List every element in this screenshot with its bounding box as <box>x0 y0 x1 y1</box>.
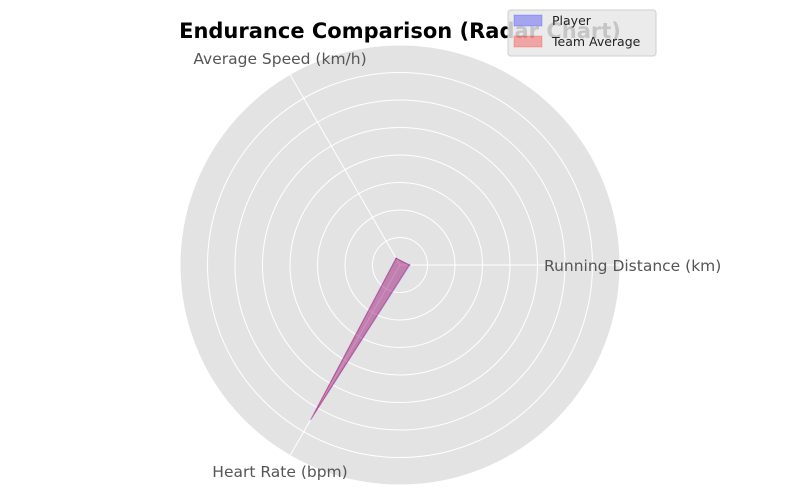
data-point-team-average-1 <box>395 257 398 260</box>
series-area-player <box>310 257 411 420</box>
axis-label-heart-rate: Heart Rate (bpm) <box>212 463 347 481</box>
legend: Player Team Average <box>507 9 657 57</box>
axis-label-running-distance: Running Distance (km) <box>544 257 721 275</box>
axis-label-average-speed: Average Speed (km/h) <box>193 50 366 68</box>
legend-label-team-average: Team Average <box>551 34 641 49</box>
axis-line-2 <box>289 264 401 456</box>
legend-swatch-player <box>513 14 543 27</box>
data-point-team-average-2 <box>311 416 313 419</box>
data-point-team-average-0 <box>408 264 410 266</box>
legend-label-player: Player <box>552 13 592 28</box>
legend-box <box>507 9 657 57</box>
axis-line-1 <box>289 74 401 266</box>
legend-swatch-team-average <box>513 35 543 48</box>
data-point-player-2 <box>310 418 312 421</box>
data-point-player-1 <box>395 257 397 259</box>
radar-series <box>310 257 411 421</box>
data-point-player-0 <box>408 264 411 266</box>
radar-axis-lines <box>289 74 620 456</box>
series-area-team-average <box>311 257 410 418</box>
